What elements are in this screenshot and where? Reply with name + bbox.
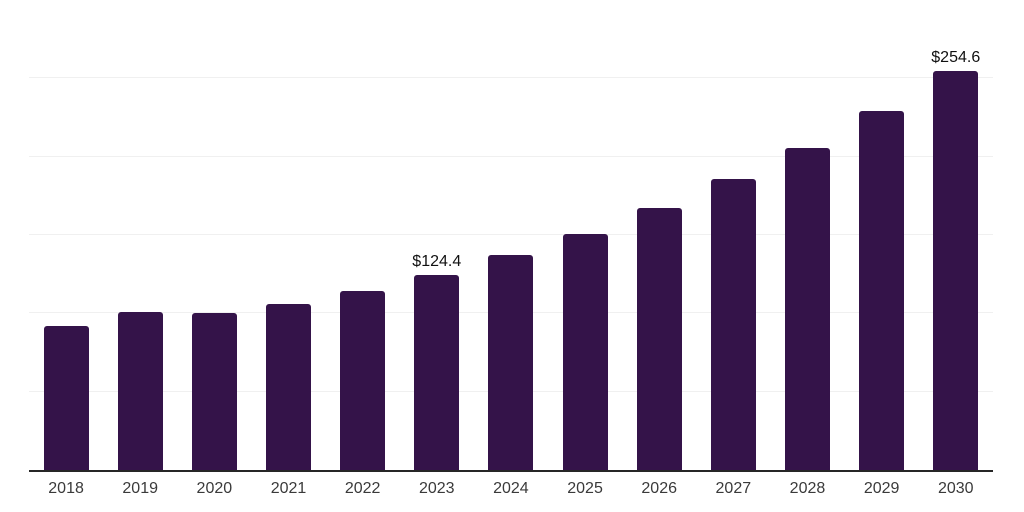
x-tick-label-2021: 2021 xyxy=(270,480,307,497)
bar-2023[interactable] xyxy=(414,275,460,470)
bar-2019[interactable] xyxy=(117,312,163,470)
bar-group-2027 xyxy=(710,0,756,470)
bar-group-2026 xyxy=(636,0,682,470)
x-tick-label-2024: 2024 xyxy=(493,480,529,497)
x-tick-label-2030: 2030 xyxy=(937,480,974,497)
x-tick-label-2028: 2028 xyxy=(789,480,826,497)
bar-2020[interactable] xyxy=(191,313,237,470)
bar-group-2029 xyxy=(859,0,905,470)
bar-group-2022 xyxy=(340,0,386,470)
bar-2021[interactable] xyxy=(265,304,311,470)
bars-layer: $124.4 $254.6 xyxy=(29,0,993,470)
bar-group-2018 xyxy=(43,0,89,470)
bar-2018[interactable] xyxy=(43,326,89,470)
bar-group-2023: $124.4 xyxy=(412,0,462,470)
bar-group-2024 xyxy=(488,0,534,470)
bar-group-2019 xyxy=(117,0,163,470)
bar-2027[interactable] xyxy=(710,179,756,470)
bar-2029[interactable] xyxy=(859,111,905,470)
x-tick-label-2019: 2019 xyxy=(122,480,158,497)
x-tick-label-2018: 2018 xyxy=(48,480,84,497)
gridline-250 xyxy=(29,77,993,79)
bar-2028[interactable] xyxy=(784,147,830,470)
bar-2026[interactable] xyxy=(636,208,682,470)
x-tick-label-2020: 2020 xyxy=(196,480,233,497)
plot-area: $124.4 $254.6 xyxy=(29,0,993,472)
bar-group-2025 xyxy=(562,0,608,470)
x-axis-labels: 2018 2019 2020 2021 2022 2023 2024 2025 2026 2027… xyxy=(29,480,993,498)
bar-2022[interactable] xyxy=(340,291,386,470)
bar-group-2030: $254.6 xyxy=(931,0,981,470)
x-tick-label-2029: 2029 xyxy=(863,480,900,497)
bar-value-label-2030: $254.6 xyxy=(931,49,981,67)
bar-2030[interactable] xyxy=(933,71,979,470)
bar-group-2020 xyxy=(191,0,237,470)
bar-group-2021 xyxy=(265,0,311,470)
x-axis-line xyxy=(29,470,993,472)
x-tick-label-2022: 2022 xyxy=(344,480,381,497)
x-tick-label-2025: 2025 xyxy=(567,480,603,497)
x-tick-label-2027: 2027 xyxy=(715,480,752,497)
bar-group-2028 xyxy=(784,0,830,470)
gridline-200 xyxy=(29,155,993,157)
gridline-150 xyxy=(29,234,993,235)
x-tick-label-2026: 2026 xyxy=(641,480,677,497)
bar-2024[interactable] xyxy=(488,255,534,470)
bar-value-label-2023: $124.4 xyxy=(412,253,462,271)
bar-2025[interactable] xyxy=(562,234,608,470)
x-tick-label-2023: 2023 xyxy=(418,480,455,497)
